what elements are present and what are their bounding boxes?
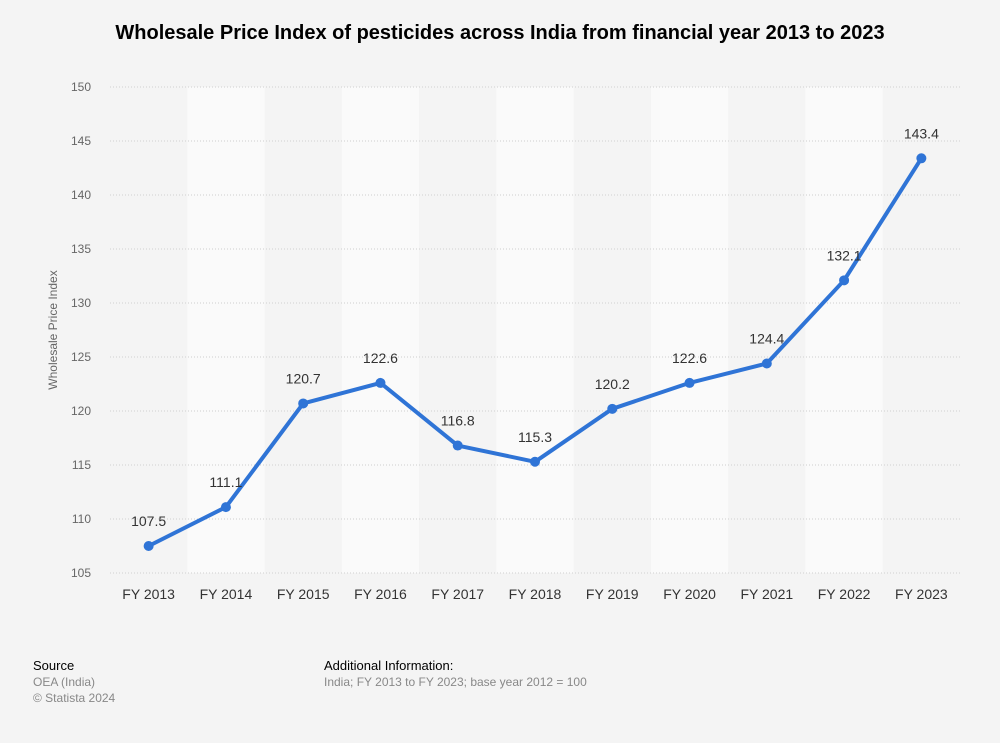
additional-info-block: Additional Information: India; FY 2013 t…	[324, 658, 587, 690]
data-point	[298, 398, 309, 409]
source-line: OEA (India)	[33, 675, 96, 689]
data-label: 115.3	[518, 429, 552, 445]
source-block: Source OEA (India) © Statista 2024	[33, 658, 115, 706]
x-tick-label: FY 2017	[431, 586, 484, 602]
y-tick-label: 130	[71, 296, 91, 310]
x-tick-label: FY 2018	[509, 586, 562, 602]
y-tick-label: 140	[71, 188, 91, 202]
data-point	[143, 541, 154, 551]
data-point	[530, 456, 540, 467]
data-point	[452, 440, 463, 451]
data-point	[761, 358, 772, 369]
y-tick-label: 105	[71, 566, 91, 580]
additional-info-text: India; FY 2013 to FY 2023; base year 201…	[324, 675, 587, 689]
y-tick-label: 110	[72, 512, 91, 526]
x-tick-label: FY 2019	[586, 586, 639, 602]
column-band	[187, 87, 265, 573]
data-point	[607, 403, 618, 414]
data-point	[839, 275, 850, 286]
y-tick-label: 150	[71, 80, 91, 94]
data-label: 132.1	[827, 247, 862, 263]
y-axis-label: Wholesale Price Index	[46, 270, 60, 390]
y-tick-label: 135	[71, 242, 91, 256]
data-label: 122.6	[363, 350, 398, 366]
data-label: 122.6	[672, 350, 707, 366]
data-label: 120.2	[595, 376, 630, 392]
source-heading: Source	[33, 658, 75, 673]
column-band	[496, 87, 574, 573]
y-tick-label: 120	[71, 404, 91, 418]
data-label: 107.5	[131, 513, 166, 529]
x-tick-label: FY 2016	[354, 586, 407, 602]
x-tick-label: FY 2015	[277, 586, 330, 602]
data-label: 116.8	[441, 413, 475, 429]
y-tick-label: 125	[71, 350, 91, 364]
y-tick-label: 145	[71, 134, 91, 148]
data-point	[684, 377, 695, 388]
data-label: 111.1	[209, 474, 242, 490]
data-point	[916, 153, 927, 164]
chart-title: Wholesale Price Index of pesticides acro…	[115, 22, 885, 44]
column-band	[805, 87, 883, 573]
x-tick-label: FY 2023	[895, 586, 948, 602]
column-band	[650, 87, 729, 573]
data-point	[375, 377, 386, 388]
x-tick-label: FY 2021	[740, 586, 793, 602]
x-tick-label: FY 2020	[663, 586, 716, 602]
data-label: 124.4	[749, 330, 784, 346]
column-band	[341, 87, 420, 573]
data-point	[220, 502, 231, 513]
copyright-line: © Statista 2024	[33, 691, 116, 705]
y-tick-label: 115	[72, 458, 91, 472]
x-tick-label: FY 2014	[200, 586, 253, 602]
data-label: 143.4	[904, 125, 939, 141]
x-tick-label: FY 2022	[818, 586, 871, 602]
data-label: 120.7	[286, 370, 321, 386]
additional-info-heading: Additional Information:	[324, 658, 454, 673]
x-tick-label: FY 2013	[122, 586, 175, 602]
